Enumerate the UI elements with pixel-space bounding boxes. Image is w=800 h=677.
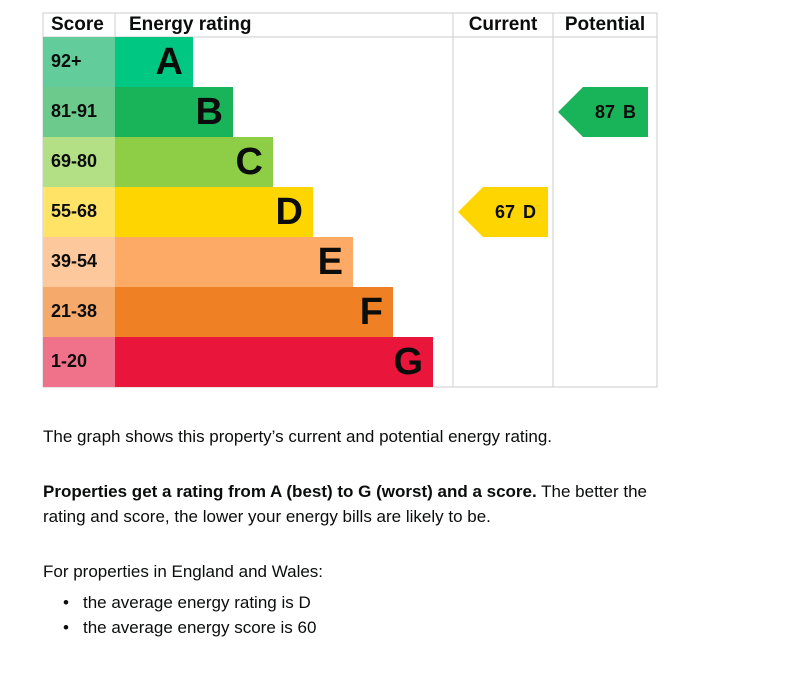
score-cell [43,187,115,237]
score-cell [43,37,115,87]
bullet-item: the average energy score is 60 [63,615,703,640]
rating-bar [115,137,273,187]
potential-letter: B [623,102,636,122]
rating-letter: D [276,191,303,233]
score-cell [43,237,115,287]
rating-bar [115,237,353,287]
current-letter: D [523,202,536,222]
score-range: 1-20 [51,351,87,371]
score-cell [43,87,115,137]
column-header: Energy rating [129,14,251,35]
score-range: 81-91 [51,101,97,121]
rating-letter: C [236,141,263,183]
score-cell [43,337,115,387]
rating-bar [115,187,313,237]
rating-letter: F [360,291,383,333]
score-range: 21-38 [51,301,97,321]
potential-label: 87 B [595,102,636,122]
rating-rest: The better the rating and score, the low… [43,482,647,526]
rating-bar [115,287,393,337]
epc-chart: Score Energy rating Current Potential 92+ A 81… [42,12,658,388]
score-cell [43,287,115,337]
bullet-item: the average energy rating is D [63,590,703,615]
rating-letter: G [393,341,423,383]
score-range: 92+ [51,51,82,71]
rating-letter: A [156,41,183,83]
rating-bold: Properties get a rating from A (best) to… [43,482,537,501]
rating-letter: B [196,91,223,133]
current-label: 67 D [495,202,536,222]
rating-letter: E [318,241,343,283]
rating-bar [115,37,193,87]
intro: The graph shows this property’s current … [43,427,553,446]
column-header: Score [51,14,104,35]
column-header: Current [469,14,538,35]
england-note: For properties in England and Wales: [43,562,324,581]
score-cell [43,137,115,187]
score-range: 39-54 [51,251,97,271]
score-range: 55-68 [51,201,97,221]
current-arrow [458,187,548,237]
bullet-list: the average energy rating is Dthe averag… [43,590,703,640]
rating-bar [115,87,233,137]
score-range: 69-80 [51,151,97,171]
rating-paragraph: Properties get a rating from A (best) to… [43,479,663,529]
rating-bar [115,337,433,387]
potential-arrow [558,87,648,137]
current-score: 67 [495,202,515,222]
column-header: Potential [565,14,645,35]
potential-score: 87 [595,102,615,122]
